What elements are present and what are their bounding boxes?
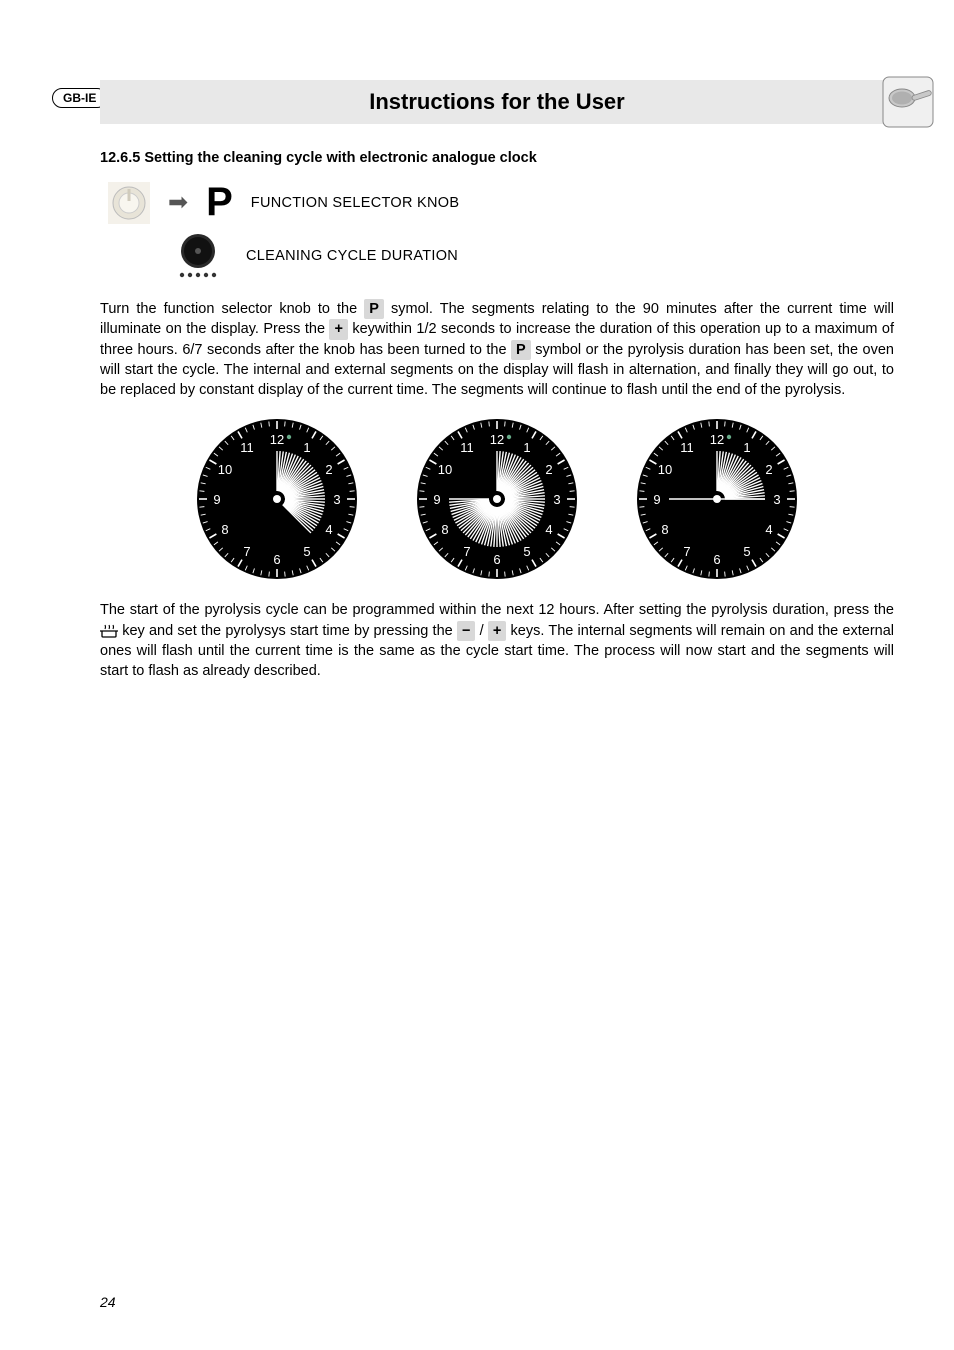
svg-text:11: 11 (460, 441, 474, 456)
svg-text:7: 7 (463, 544, 470, 559)
svg-text:8: 8 (661, 522, 668, 537)
p-symbol-inline-2: P (511, 340, 531, 360)
section-heading: 12.6.5 Setting the cleaning cycle with e… (100, 150, 894, 166)
svg-text:1: 1 (523, 441, 530, 456)
p-symbol-inline: P (364, 299, 384, 319)
svg-text:6: 6 (273, 552, 280, 567)
svg-text:10: 10 (658, 462, 672, 477)
svg-text:1: 1 (743, 441, 750, 456)
svg-text:11: 11 (680, 441, 694, 456)
svg-text:10: 10 (218, 462, 232, 477)
display-thumbnail (168, 231, 228, 281)
svg-text:9: 9 (213, 492, 220, 507)
svg-text:3: 3 (773, 492, 780, 507)
svg-text:1: 1 (303, 441, 310, 456)
header-bar: Instructions for the User (100, 80, 894, 124)
svg-text:7: 7 (243, 544, 250, 559)
page-number: 24 (100, 1294, 116, 1310)
arrow-icon: ➡ (168, 188, 188, 217)
clock-diagram-3: 121234567891011 (632, 414, 802, 584)
svg-text:7: 7 (683, 544, 690, 559)
minus-symbol-inline: − (457, 621, 475, 641)
clock-diagram-2: 121234567891011 (412, 414, 582, 584)
svg-text:8: 8 (441, 522, 448, 537)
display-row: CLEANING CYCLE DURATION (168, 231, 894, 281)
svg-text:3: 3 (553, 492, 560, 507)
paragraph-1: Turn the function selector knob to the P… (100, 299, 894, 400)
svg-text:12: 12 (490, 432, 504, 447)
svg-text:10: 10 (438, 462, 452, 477)
plus-symbol-inline-2: + (488, 621, 506, 641)
knob-thumbnail (108, 182, 150, 224)
svg-text:5: 5 (523, 544, 530, 559)
paragraph-2: The start of the pyrolysis cycle can be … (100, 600, 894, 681)
svg-text:4: 4 (325, 522, 332, 537)
svg-text:3: 3 (333, 492, 340, 507)
svg-text:2: 2 (325, 462, 332, 477)
pot-icon (100, 624, 118, 638)
p-symbol: P (206, 180, 233, 225)
plus-symbol-inline: + (329, 319, 347, 339)
svg-text:4: 4 (545, 522, 552, 537)
duration-label: CLEANING CYCLE DURATION (246, 248, 458, 264)
svg-text:9: 9 (653, 492, 660, 507)
svg-text:8: 8 (221, 522, 228, 537)
svg-text:5: 5 (743, 544, 750, 559)
clock-diagram-1: 121234567891011 (192, 414, 362, 584)
svg-text:9: 9 (433, 492, 440, 507)
clocks-row: 121234567891011 121234567891011 12123456… (100, 414, 894, 584)
svg-text:6: 6 (713, 552, 720, 567)
svg-text:2: 2 (545, 462, 552, 477)
svg-text:4: 4 (765, 522, 772, 537)
svg-text:6: 6 (493, 552, 500, 567)
spoon-icon (882, 76, 934, 128)
page-title: Instructions for the User (369, 89, 624, 115)
svg-text:5: 5 (303, 544, 310, 559)
svg-text:2: 2 (765, 462, 772, 477)
knob-label: FUNCTION SELECTOR KNOB (251, 195, 460, 211)
svg-text:12: 12 (710, 432, 724, 447)
svg-text:12: 12 (270, 432, 284, 447)
knob-row: ➡ P FUNCTION SELECTOR KNOB (108, 180, 894, 225)
svg-text:11: 11 (240, 441, 254, 456)
